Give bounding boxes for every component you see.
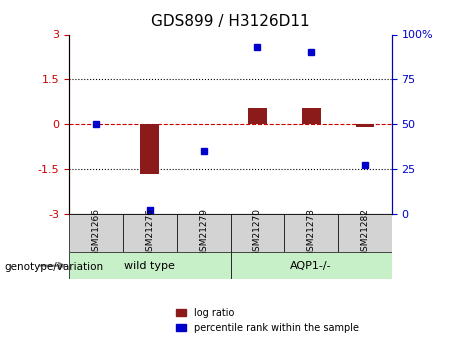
FancyBboxPatch shape — [123, 214, 177, 252]
Text: GSM21273: GSM21273 — [307, 208, 316, 257]
FancyBboxPatch shape — [69, 214, 123, 252]
Bar — [248, 108, 267, 124]
FancyBboxPatch shape — [69, 252, 230, 279]
Text: GSM21282: GSM21282 — [361, 208, 369, 257]
FancyBboxPatch shape — [338, 214, 392, 252]
Text: GSM21276: GSM21276 — [145, 208, 154, 257]
Bar — [302, 108, 320, 124]
FancyBboxPatch shape — [230, 214, 284, 252]
FancyBboxPatch shape — [230, 252, 392, 279]
Text: AQP1-/-: AQP1-/- — [290, 261, 332, 270]
FancyBboxPatch shape — [177, 214, 230, 252]
FancyBboxPatch shape — [284, 214, 338, 252]
Bar — [355, 124, 374, 127]
Text: genotype/variation: genotype/variation — [5, 263, 104, 272]
Legend: log ratio, percentile rank within the sample: log ratio, percentile rank within the sa… — [172, 304, 362, 337]
Text: GSM21270: GSM21270 — [253, 208, 262, 257]
Text: GSM21266: GSM21266 — [92, 208, 100, 257]
Text: GSM21279: GSM21279 — [199, 208, 208, 257]
Text: wild type: wild type — [124, 261, 175, 270]
Bar — [141, 124, 159, 174]
Title: GDS899 / H3126D11: GDS899 / H3126D11 — [151, 14, 310, 29]
